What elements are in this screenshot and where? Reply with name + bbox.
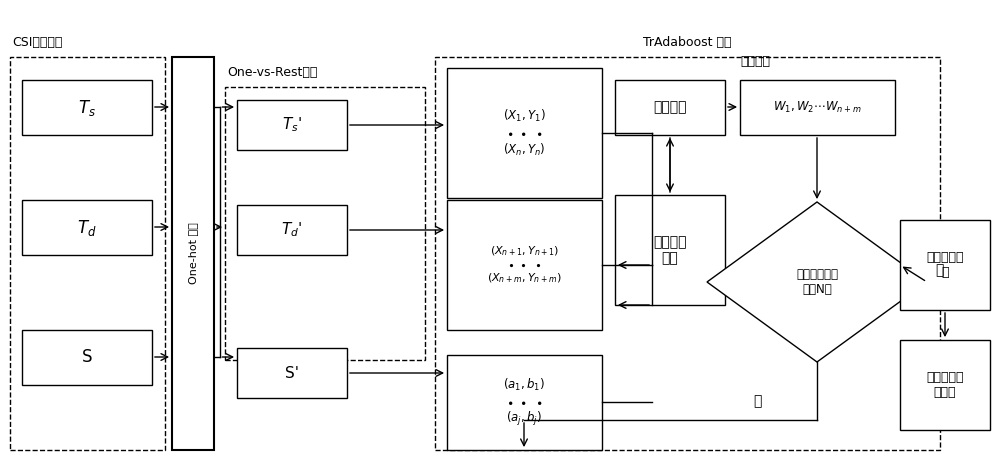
Text: 迭代次数是否
达到N次: 迭代次数是否 达到N次 bbox=[796, 268, 838, 296]
Text: CSI幅度信息: CSI幅度信息 bbox=[12, 36, 62, 49]
Text: $T_s$': $T_s$' bbox=[282, 116, 302, 135]
Text: $(X_{n+1},Y_{n+1})$
$\bullet\ \bullet\ \bullet$
$(X_{n+m},Y_{n+m})$: $(X_{n+1},Y_{n+1})$ $\bullet\ \bullet\ \… bbox=[487, 244, 562, 286]
Text: $T_d$: $T_d$ bbox=[77, 218, 97, 237]
Text: 更新权重: 更新权重 bbox=[740, 55, 770, 68]
Polygon shape bbox=[707, 202, 927, 362]
Bar bbox=[900, 220, 990, 310]
Text: $W_1,W_2\cdots W_{n+m}$: $W_1,W_2\cdots W_{n+m}$ bbox=[773, 100, 862, 115]
Bar bbox=[615, 80, 725, 135]
Text: 是: 是 bbox=[935, 263, 943, 277]
Bar bbox=[615, 195, 725, 305]
Bar bbox=[237, 205, 347, 255]
Text: 预估测试点
的位置: 预估测试点 的位置 bbox=[926, 371, 964, 399]
Bar bbox=[237, 100, 347, 150]
Text: S: S bbox=[82, 348, 92, 366]
Bar bbox=[447, 200, 602, 330]
Text: One-vs-Rest算法: One-vs-Rest算法 bbox=[227, 66, 317, 79]
Text: $T_s$: $T_s$ bbox=[78, 98, 96, 118]
Bar bbox=[435, 57, 940, 450]
Text: 否: 否 bbox=[753, 394, 761, 408]
Bar bbox=[22, 80, 152, 135]
Bar bbox=[22, 330, 152, 385]
Bar bbox=[900, 340, 990, 430]
Text: 基础训练
算法: 基础训练 算法 bbox=[653, 235, 687, 265]
Bar bbox=[447, 68, 602, 198]
Bar bbox=[172, 57, 214, 450]
Text: $(a_1,b_1)$
$\bullet\ \bullet\ \bullet$
$(a_j,b_j)$: $(a_1,b_1)$ $\bullet\ \bullet\ \bullet$ … bbox=[503, 377, 546, 428]
Text: One-hot 编码: One-hot 编码 bbox=[188, 223, 198, 284]
Text: 错误概率: 错误概率 bbox=[653, 101, 687, 115]
Bar bbox=[225, 87, 425, 360]
Text: S': S' bbox=[285, 365, 299, 380]
Text: TrAdaboost 算法: TrAdaboost 算法 bbox=[643, 36, 732, 49]
Bar bbox=[22, 200, 152, 255]
Bar bbox=[740, 80, 895, 135]
Text: $T_d$': $T_d$' bbox=[281, 220, 303, 239]
Text: $(X_1,Y_1)$
$\bullet\ \bullet\ \bullet$
$(X_n,Y_n)$: $(X_1,Y_1)$ $\bullet\ \bullet\ \bullet$ … bbox=[503, 108, 546, 158]
Bar bbox=[447, 355, 602, 450]
Bar bbox=[237, 348, 347, 398]
Bar bbox=[10, 57, 165, 450]
Text: 最终的分类
器: 最终的分类 器 bbox=[926, 251, 964, 279]
